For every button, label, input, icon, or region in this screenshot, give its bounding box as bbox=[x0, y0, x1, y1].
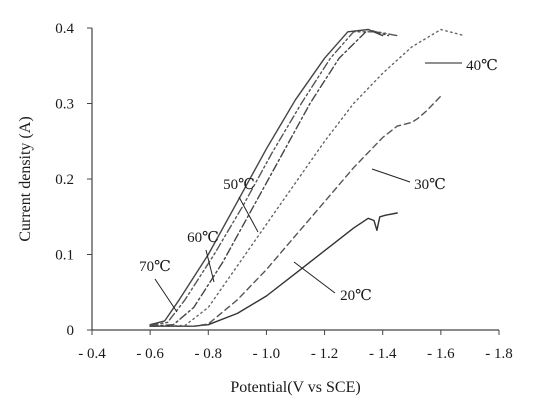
x-axis-title: Potential(V vs SCE) bbox=[230, 379, 360, 396]
y-tick-label: 0.4 bbox=[55, 21, 74, 37]
x-tick-label: - 0.8 bbox=[195, 346, 223, 362]
series-line bbox=[149, 212, 398, 327]
x-tick-label: - 0.6 bbox=[136, 346, 164, 362]
x-tick-label: - 1.8 bbox=[485, 346, 513, 362]
label-leader-line bbox=[205, 249, 215, 283]
series-annotations: 20℃ 30℃ 40℃ 50℃ 60℃ 70℃ bbox=[139, 58, 498, 313]
series-label: 70℃ bbox=[139, 259, 171, 275]
series-line bbox=[149, 31, 398, 327]
series-lines bbox=[149, 28, 465, 327]
series-line bbox=[149, 28, 465, 327]
label-leader-line bbox=[238, 196, 259, 233]
label-leader-line bbox=[293, 261, 336, 294]
x-tick-label: - 1.6 bbox=[427, 346, 455, 362]
x-tick-label: - 1.2 bbox=[311, 346, 339, 362]
series-label: 50℃ bbox=[223, 177, 255, 193]
x-tick-label: - 1.4 bbox=[369, 346, 397, 362]
series-label: 60℃ bbox=[187, 230, 219, 246]
y-axis-ticks: 0 0.1 0.2 0.3 0.4 bbox=[55, 21, 92, 339]
series-line bbox=[149, 28, 390, 327]
y-tick-label: 0.2 bbox=[55, 172, 74, 188]
x-tick-label: - 1.0 bbox=[253, 346, 281, 362]
series-label: 40℃ bbox=[466, 58, 498, 74]
series-line bbox=[149, 28, 384, 326]
series-line bbox=[149, 95, 442, 327]
y-tick-label: 0.1 bbox=[55, 248, 74, 264]
x-tick-label: - 0.4 bbox=[78, 346, 106, 362]
series-label: 30℃ bbox=[414, 177, 446, 193]
label-leader-line bbox=[371, 168, 411, 183]
x-axis-ticks: - 0.4 - 0.6 - 0.8 - 1.0 - 1.2 - 1.4 - 1.6 - 1.8 bbox=[78, 330, 513, 362]
y-axis-title: Current density (A) bbox=[17, 116, 34, 241]
y-tick-label: 0 bbox=[67, 323, 75, 339]
series-label: 20℃ bbox=[340, 288, 372, 304]
y-tick-label: 0.3 bbox=[55, 97, 74, 113]
label-leader-line bbox=[154, 278, 178, 313]
